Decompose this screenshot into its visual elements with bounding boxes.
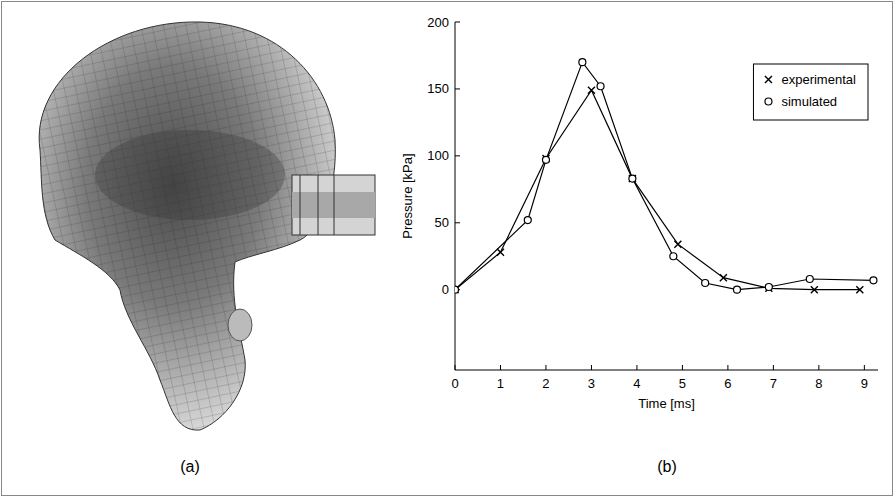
legend-box [753,64,868,120]
series-marker [674,241,681,248]
figure-frame [2,2,893,496]
y-tick [455,155,460,156]
legend-marker [765,76,772,83]
y-axis [455,22,456,370]
x-tick-label: 4 [633,376,640,391]
x-tick [636,365,637,370]
series-marker [497,249,504,256]
y-tick-label: 150 [427,81,449,96]
series-marker [734,286,741,293]
series-marker [811,286,818,293]
series-marker [542,156,549,163]
tube [292,175,375,235]
x-tick-label: 2 [542,376,549,391]
x-tick-label: 5 [679,376,686,391]
y-tick [455,222,460,223]
series-marker [720,274,727,281]
y-tick [455,22,460,23]
head-mesh [39,22,335,430]
series-marker [588,87,595,94]
tube-body [292,175,375,235]
legend-label: experimental [781,72,856,87]
y-tick-label: 50 [435,215,449,230]
y-tick-label: 100 [427,148,449,163]
series-marker [455,286,459,293]
legend-label: simulated [781,94,837,109]
head-shape [39,22,335,430]
x-tick-label: 8 [815,376,822,391]
series-marker [670,253,677,260]
x-axis [455,370,878,371]
x-tick [864,365,865,370]
x-tick [591,365,592,370]
x-axis-title: Time [ms] [638,396,695,411]
series-marker [455,286,459,293]
y-axis-title: Pressure [kPa] [400,153,415,238]
x-tick [818,365,819,370]
series-marker [806,275,813,282]
plot-area [455,59,877,294]
y-tick [455,88,460,89]
panel-label: (a) [180,458,200,475]
series-marker [856,286,863,293]
series-marker [524,217,531,224]
series-marker [579,59,586,66]
x-tick-label: 1 [497,376,504,391]
x-tick [773,365,774,370]
x-tick-label: 9 [861,376,868,391]
series-marker [629,175,636,182]
shade-band [95,130,285,220]
series-line [455,62,873,290]
series-marker [702,280,709,287]
figure: (a) (b) 0 50 100 150 200 0 1 2 3 4 5 6 7 8 9 Time [ms] Pre… [0,0,894,497]
panel-a-image [39,22,375,430]
x-tick-label: 0 [451,376,458,391]
x-tick [455,365,456,370]
series-marker [597,83,604,90]
x-tick [727,365,728,370]
x-tick-label: 6 [724,376,731,391]
series-marker [765,284,772,291]
legend: experimental simulated [753,64,868,120]
tube-ring [318,175,319,235]
series-marker [870,277,877,284]
legend-marker [765,98,772,105]
x-tick-label: 3 [588,376,595,391]
tube-ring [300,175,301,235]
series-marker [629,175,636,182]
x-tick [545,365,546,370]
ear [228,309,252,341]
x-tick [682,365,683,370]
x-tick [500,365,501,370]
y-tick-label: 0 [442,282,449,297]
tube-ring [334,175,335,235]
y-tick-label: 200 [427,15,449,30]
panel-label: (b) [657,458,677,475]
x-tick-label: 7 [770,376,777,391]
